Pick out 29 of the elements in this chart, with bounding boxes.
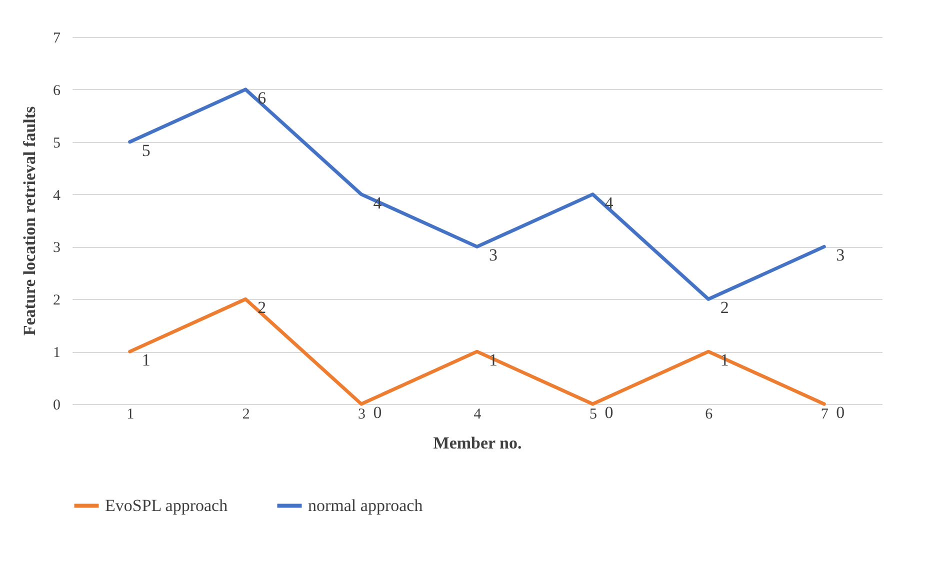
data-label: 0 <box>373 403 382 422</box>
data-label: 1 <box>142 350 150 370</box>
data-label: 3 <box>489 246 498 265</box>
y-tick-label: 7 <box>53 30 61 46</box>
y-tick-label: 1 <box>53 345 60 362</box>
y-tick-label: 3 <box>53 240 60 256</box>
y-tick-label: 4 <box>53 188 61 204</box>
legend-label: EvoSPL approach <box>105 496 228 515</box>
data-label: 0 <box>836 403 845 422</box>
x-tick-label: 5 <box>589 406 597 422</box>
x-tick-label: 2 <box>242 406 250 422</box>
y-tick-label: 6 <box>53 82 61 99</box>
y-axis-title: Feature location retrieval faults <box>20 106 39 336</box>
x-tick-label: 7 <box>820 406 829 422</box>
x-tick-label: 4 <box>474 406 482 422</box>
legend-label: normal approach <box>308 496 424 515</box>
data-label: 2 <box>720 298 729 318</box>
x-tick-label: 6 <box>705 406 714 422</box>
data-label: 5 <box>142 140 150 160</box>
y-tick-label: 0 <box>53 398 60 414</box>
x-axis-title: Member no. <box>433 434 522 452</box>
y-tick-label: 5 <box>53 135 60 152</box>
data-label: 3 <box>836 246 845 265</box>
line-series <box>128 88 826 301</box>
x-tick-label: 1 <box>126 406 134 422</box>
data-label: 0 <box>604 403 614 422</box>
x-tick-label: 3 <box>358 406 366 422</box>
y-tick-label: 2 <box>53 292 60 309</box>
data-label: 4 <box>604 193 614 212</box>
